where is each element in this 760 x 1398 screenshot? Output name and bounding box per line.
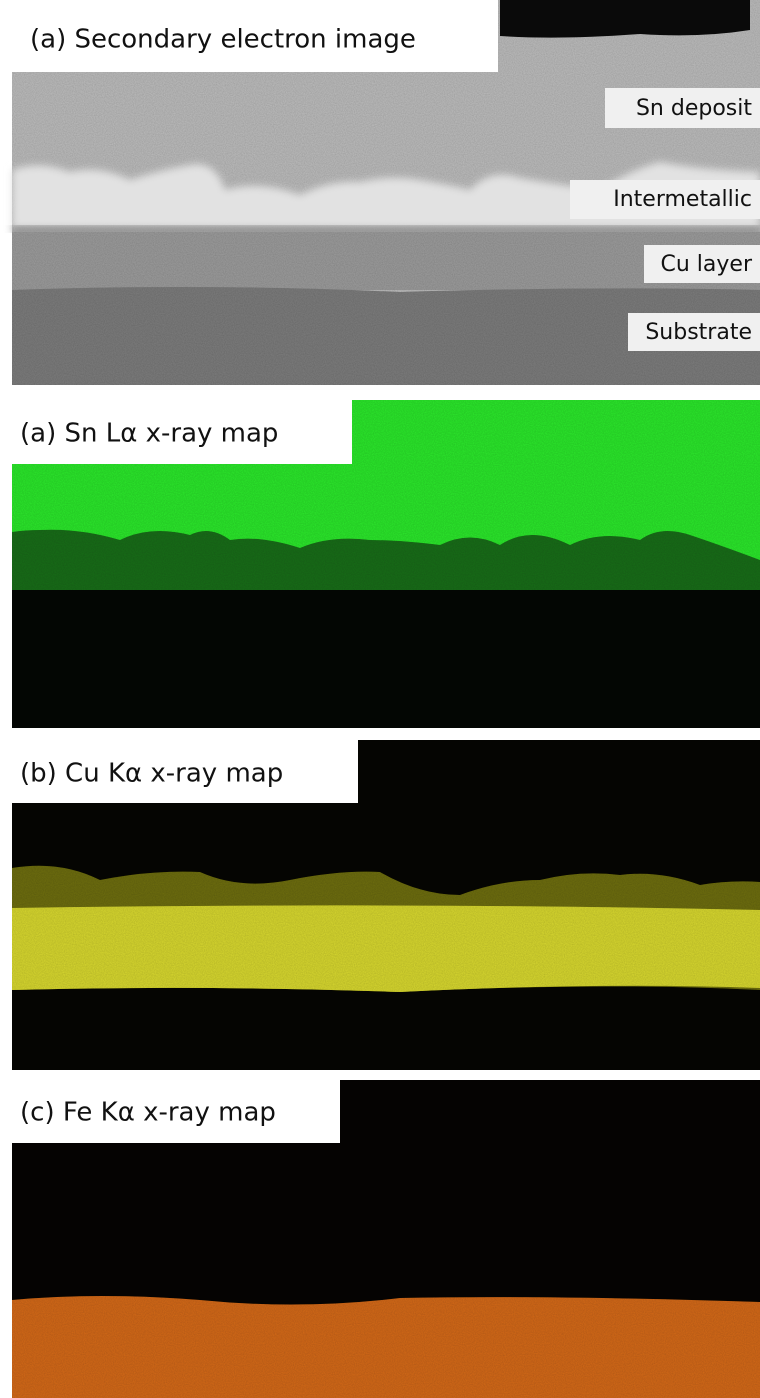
sn-map-panel: (a) Sn Lα x-ray map — [0, 400, 760, 728]
figure: (a) Secondary electron image Sn deposit … — [0, 0, 760, 1398]
layer-label: Substrate — [645, 320, 752, 345]
layer-label: Cu layer — [661, 252, 753, 277]
layer-label: Intermetallic — [613, 187, 752, 212]
panel-title: (a) Sn Lα x-ray map — [20, 419, 278, 449]
page: (a) Secondary electron image Sn deposit … — [0, 0, 760, 1398]
panel-title: (b) Cu Kα x-ray map — [20, 759, 283, 789]
fe-map-panel: (c) Fe Kα x-ray map — [0, 1080, 760, 1398]
cu-region — [12, 905, 760, 992]
interface-line — [12, 226, 760, 232]
panel-title: (a) Secondary electron image — [30, 25, 416, 55]
void — [500, 0, 750, 38]
layer-label: Sn deposit — [636, 96, 752, 121]
panel-title: (c) Fe Kα x-ray map — [20, 1098, 276, 1128]
cu-map-panel: (b) Cu Kα x-ray map — [0, 740, 760, 1070]
sem-panel: (a) Secondary electron image Sn deposit … — [12, 0, 760, 385]
fe-region — [12, 1296, 760, 1398]
